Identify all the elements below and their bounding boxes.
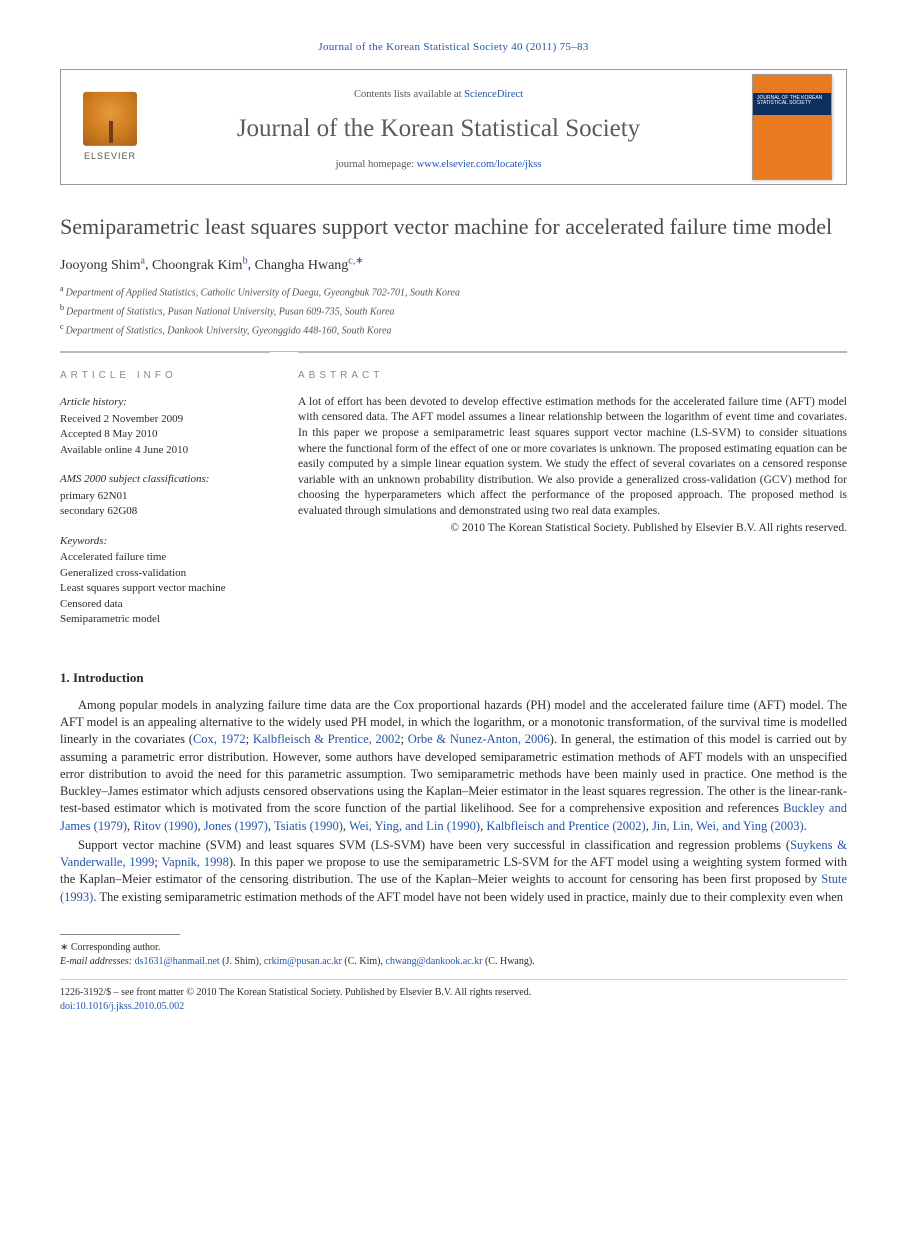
- ref-cox-1972[interactable]: Cox, 1972: [193, 732, 246, 746]
- article-info-label: ARTICLE INFO: [60, 369, 270, 383]
- elsevier-logo: ELSEVIER: [75, 92, 145, 162]
- doi-link[interactable]: doi:10.1016/j.jkss.2010.05.002: [60, 1001, 184, 1012]
- email-hwang[interactable]: chwang@dankook.ac.kr: [386, 956, 483, 967]
- ref-orbe-2006[interactable]: Orbe & Nunez-Anton, 2006: [408, 732, 550, 746]
- journal-name: Journal of the Korean Statistical Societ…: [161, 112, 716, 146]
- email-footnote: E-mail addresses: ds1631@hanmail.net (J.…: [60, 955, 847, 969]
- history-received: Received 2 November 2009: [60, 412, 270, 427]
- keywords-label: Keywords:: [60, 534, 270, 549]
- ams-secondary: secondary 62G08: [60, 504, 270, 519]
- journal-cover-thumbnail: JOURNAL OF THE KOREAN STATISTICAL SOCIET…: [752, 74, 832, 180]
- journal-header-box: ELSEVIER JOURNAL OF THE KOREAN STATISTIC…: [60, 69, 847, 185]
- ams-primary: primary 62N01: [60, 489, 270, 504]
- author-3: Changha Hwangc,∗: [255, 258, 364, 273]
- abstract-column: ABSTRACT A lot of effort has been devote…: [298, 352, 847, 641]
- footnote-separator: [60, 934, 180, 935]
- ref-vapnik-1998[interactable]: Vapnik, 1998: [162, 855, 229, 869]
- homepage-line: journal homepage: www.elsevier.com/locat…: [161, 158, 716, 172]
- author-2: Choongrak Kimb: [152, 258, 248, 273]
- keyword-4: Censored data: [60, 597, 270, 612]
- cover-title-band: JOURNAL OF THE KOREAN STATISTICAL SOCIET…: [753, 93, 831, 115]
- email-label: E-mail addresses:: [60, 956, 135, 967]
- keyword-1: Accelerated failure time: [60, 550, 270, 565]
- keyword-2: Generalized cross-validation: [60, 566, 270, 581]
- affiliation-c: cDepartment of Statistics, Dankook Unive…: [60, 322, 847, 338]
- email-kim[interactable]: crkim@pusan.ac.kr: [264, 956, 342, 967]
- email-shim[interactable]: ds1631@hanmail.net: [135, 956, 220, 967]
- abstract-label: ABSTRACT: [298, 369, 847, 383]
- journal-citation-banner: Journal of the Korean Statistical Societ…: [60, 40, 847, 55]
- abstract-copyright: © 2010 The Korean Statistical Society. P…: [298, 521, 847, 537]
- history-accepted: Accepted 8 May 2010: [60, 427, 270, 442]
- affiliation-b: bDepartment of Statistics, Pusan Nationa…: [60, 303, 847, 319]
- abstract-text: A lot of effort has been devoted to deve…: [298, 395, 847, 519]
- authors-line: Jooyong Shima, Choongrak Kimb, Changha H…: [60, 254, 847, 276]
- history-label: Article history:: [60, 395, 270, 410]
- section-1-heading: 1. Introduction: [60, 669, 847, 687]
- elsevier-tree-icon: [83, 92, 137, 146]
- article-history-block: Article history: Received 2 November 200…: [60, 395, 270, 458]
- homepage-prefix: journal homepage:: [336, 159, 417, 170]
- ref-jin-2003[interactable]: Jin, Lin, Wei, and Ying (2003): [652, 819, 804, 833]
- homepage-link[interactable]: www.elsevier.com/locate/jkss: [417, 159, 542, 170]
- affiliation-a: aDepartment of Applied Statistics, Catho…: [60, 284, 847, 300]
- info-abstract-row: ARTICLE INFO Article history: Received 2…: [60, 351, 847, 641]
- author-1: Jooyong Shima: [60, 258, 145, 273]
- corresponding-author-footnote: ∗ Corresponding author.: [60, 941, 847, 955]
- contents-prefix: Contents lists available at: [354, 89, 464, 100]
- ref-tsiatis-1990[interactable]: Tsiatis (1990): [274, 819, 343, 833]
- ref-jones-1997[interactable]: Jones (1997): [204, 819, 268, 833]
- keyword-5: Semiparametric model: [60, 612, 270, 627]
- ams-label: AMS 2000 subject classifications:: [60, 472, 270, 487]
- doi-line: doi:10.1016/j.jkss.2010.05.002: [60, 1000, 847, 1014]
- affiliations: aDepartment of Applied Statistics, Catho…: [60, 284, 847, 337]
- keywords-block: Keywords: Accelerated failure time Gener…: [60, 534, 270, 628]
- article-title: Semiparametric least squares support vec…: [60, 213, 847, 241]
- contents-lists-line: Contents lists available at ScienceDirec…: [161, 88, 716, 102]
- sciencedirect-link[interactable]: ScienceDirect: [464, 89, 523, 100]
- intro-para-2: Support vector machine (SVM) and least s…: [60, 837, 847, 906]
- bottom-copyright: 1226-3192/$ – see front matter © 2010 Th…: [60, 979, 847, 1014]
- history-online: Available online 4 June 2010: [60, 443, 270, 458]
- intro-para-1: Among popular models in analyzing failur…: [60, 697, 847, 835]
- ref-ritov-1990[interactable]: Ritov (1990): [133, 819, 197, 833]
- keyword-3: Least squares support vector machine: [60, 581, 270, 596]
- issn-copyright-line: 1226-3192/$ – see front matter © 2010 Th…: [60, 986, 847, 1000]
- ref-kalbfleisch-2002b[interactable]: Kalbfleisch and Prentice (2002): [486, 819, 645, 833]
- article-info-column: ARTICLE INFO Article history: Received 2…: [60, 352, 270, 641]
- ref-wei-1990[interactable]: Wei, Ying, and Lin (1990): [349, 819, 480, 833]
- ams-block: AMS 2000 subject classifications: primar…: [60, 472, 270, 520]
- elsevier-label: ELSEVIER: [75, 150, 145, 162]
- ref-kalbfleisch-2002[interactable]: Kalbfleisch & Prentice, 2002: [253, 732, 401, 746]
